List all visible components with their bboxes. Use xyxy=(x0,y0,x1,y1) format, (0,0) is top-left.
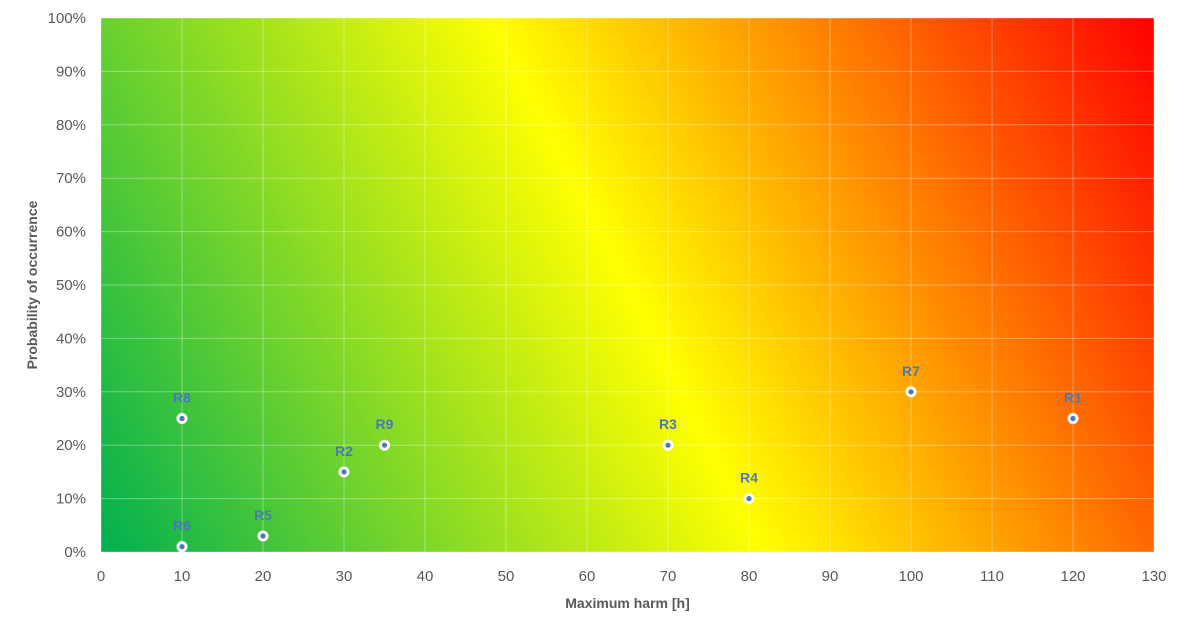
y-tick-label: 60% xyxy=(56,224,86,241)
y-tick-label: 40% xyxy=(56,330,86,347)
point-label: R3 xyxy=(659,416,677,432)
point-label: R9 xyxy=(376,416,394,432)
data-points: R1 R2 R3 R4 R5 R6 R7 R8 R9 xyxy=(173,363,1082,553)
point-marker xyxy=(341,469,347,475)
y-tick-label: 90% xyxy=(56,63,86,80)
x-tick-label: 120 xyxy=(1060,568,1085,585)
x-tick-label: 70 xyxy=(660,568,677,585)
x-tick-label: 60 xyxy=(579,568,596,585)
x-axis-title: Maximum harm [h] xyxy=(565,595,689,611)
x-tick-label: 30 xyxy=(336,568,353,585)
data-point-r8: R8 xyxy=(173,390,191,424)
data-point-r9: R9 xyxy=(376,416,394,451)
point-marker xyxy=(1070,415,1076,422)
x-tick-label: 0 xyxy=(97,568,105,585)
point-marker xyxy=(179,415,185,422)
x-tick-label: 90 xyxy=(822,568,839,585)
plot-area-background xyxy=(101,18,1154,552)
data-point-r6: R6 xyxy=(173,518,191,553)
y-tick-label: 10% xyxy=(56,491,86,508)
point-label: R7 xyxy=(902,363,920,379)
x-tick-label: 20 xyxy=(255,568,272,585)
x-axis-ticks: 0 10 20 30 40 50 60 70 80 90 100 110 120 130 xyxy=(97,568,1167,585)
x-tick-label: 50 xyxy=(498,568,515,585)
y-tick-label: 100% xyxy=(48,10,86,27)
x-tick-label: 110 xyxy=(980,568,1004,585)
y-axis-title: Probability of occurrence xyxy=(24,200,40,369)
point-marker xyxy=(381,442,388,448)
data-point-r1: R1 xyxy=(1064,390,1082,424)
point-marker xyxy=(179,544,185,550)
point-marker xyxy=(908,389,914,395)
y-tick-label: 70% xyxy=(56,170,86,187)
x-tick-label: 130 xyxy=(1141,568,1166,585)
y-tick-label: 20% xyxy=(56,437,86,454)
point-label: R5 xyxy=(254,507,272,523)
y-tick-label: 30% xyxy=(56,384,86,401)
x-tick-label: 40 xyxy=(417,568,434,585)
data-point-r2: R2 xyxy=(335,443,353,478)
point-label: R8 xyxy=(173,390,191,406)
y-tick-label: 50% xyxy=(56,277,86,294)
data-point-r3: R3 xyxy=(659,416,677,451)
x-tick-label: 100 xyxy=(898,568,923,585)
point-marker xyxy=(746,496,752,502)
y-tick-label: 0% xyxy=(64,544,86,561)
point-marker xyxy=(260,533,266,539)
point-label: R1 xyxy=(1064,390,1082,406)
data-point-r5: R5 xyxy=(254,507,272,542)
point-marker xyxy=(665,442,671,448)
point-label: R2 xyxy=(335,443,353,459)
data-point-r4: R4 xyxy=(740,470,758,505)
x-tick-label: 10 xyxy=(174,568,191,585)
x-tick-label: 80 xyxy=(741,568,758,585)
y-axis-ticks: 0% 10% 20% 30% 40% 50% 60% 70% 80% 90% 100% xyxy=(48,10,86,561)
y-tick-label: 80% xyxy=(56,117,86,134)
point-label: R6 xyxy=(173,518,191,534)
data-point-r7: R7 xyxy=(902,363,920,398)
point-label: R4 xyxy=(740,470,758,486)
gridlines xyxy=(100,17,1155,553)
